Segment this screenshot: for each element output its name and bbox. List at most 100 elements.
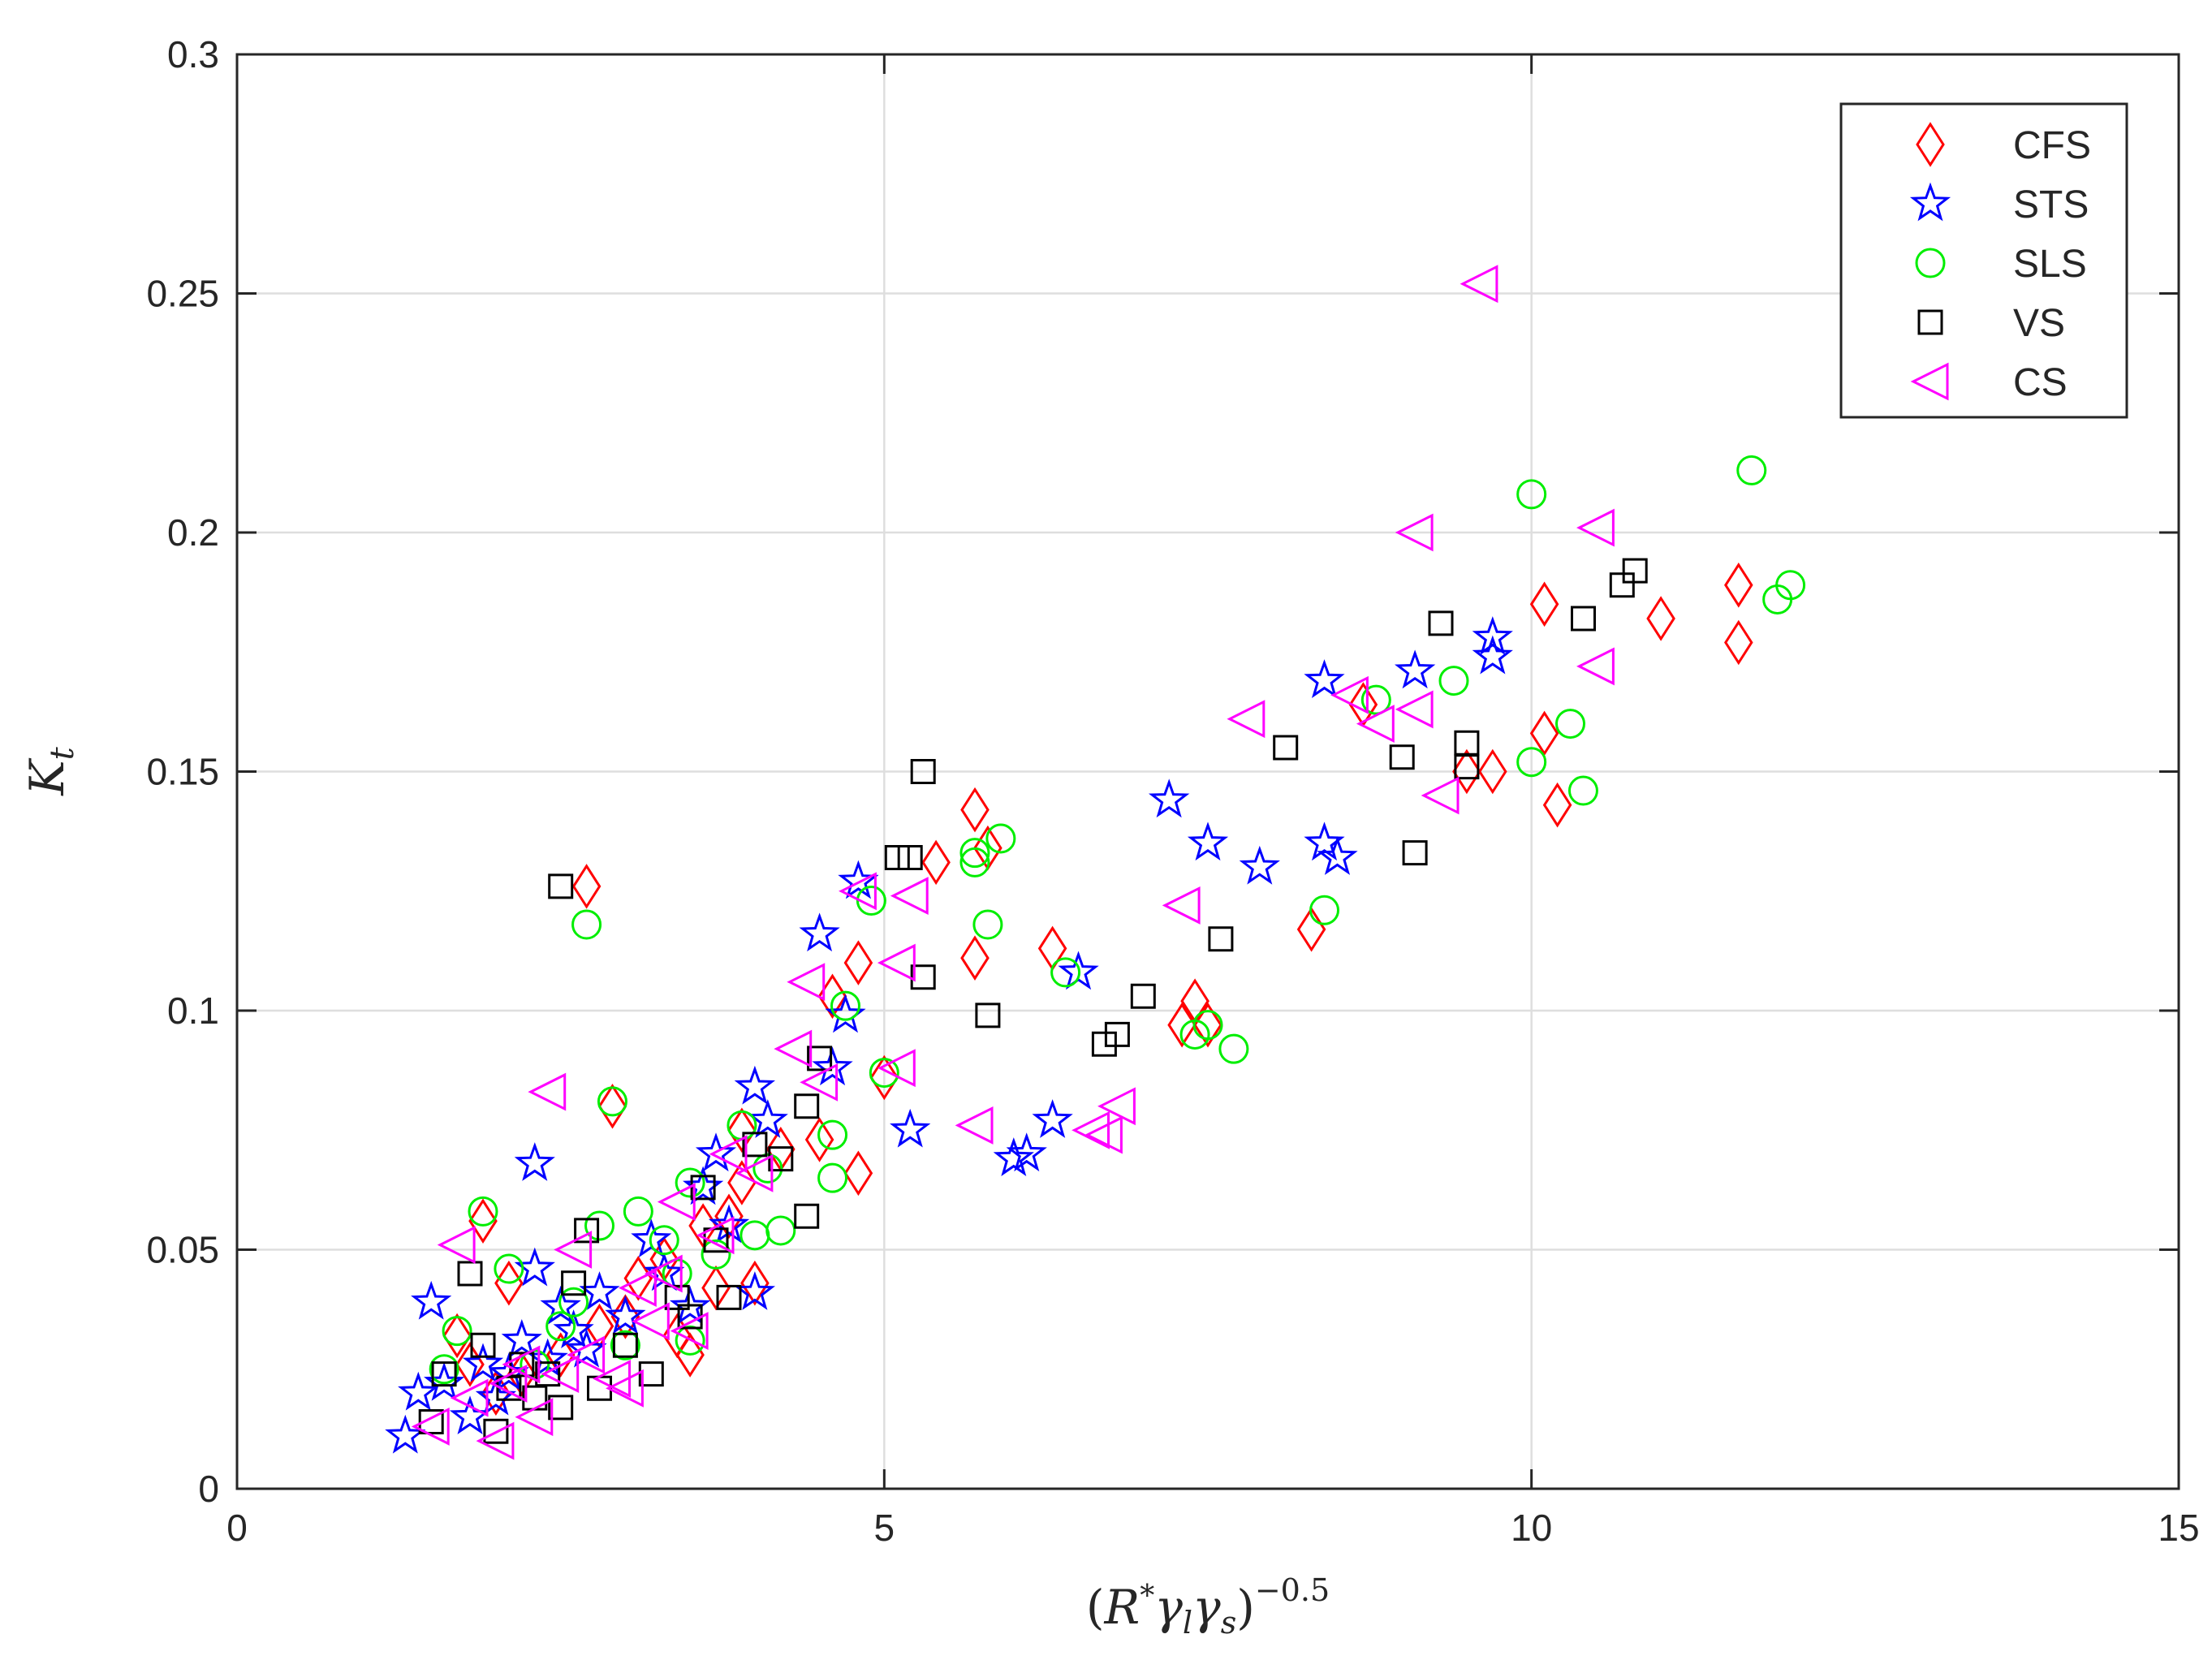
sts-point bbox=[993, 1137, 1034, 1176]
sls-point bbox=[830, 990, 860, 1021]
cs-point bbox=[606, 1369, 644, 1408]
vs-point bbox=[1571, 606, 1596, 632]
sts-point bbox=[579, 1271, 620, 1310]
sls-point bbox=[701, 1239, 731, 1270]
cs-point bbox=[877, 943, 916, 982]
sls-point bbox=[429, 1354, 459, 1385]
cs-point bbox=[1421, 776, 1460, 815]
cs-point bbox=[657, 1183, 696, 1222]
vs-point bbox=[1208, 926, 1234, 952]
cfs-point bbox=[727, 1160, 757, 1205]
legend-cs-label: CS bbox=[2013, 361, 2068, 404]
sts-point bbox=[1239, 845, 1280, 885]
sls-point bbox=[1775, 570, 1806, 601]
vs-point bbox=[470, 1332, 496, 1358]
sls-point bbox=[1192, 1010, 1223, 1041]
cs-point bbox=[541, 1355, 580, 1394]
vs-point bbox=[1428, 610, 1454, 636]
sts-point bbox=[605, 1295, 646, 1335]
vs-point bbox=[1104, 1021, 1130, 1047]
y-tick-labels: 0 0.05 0.1 0.15 0.2 0.25 0.3 bbox=[146, 33, 219, 1510]
legend-cfs-label: CFS bbox=[2013, 124, 2091, 167]
cfs-point bbox=[921, 839, 951, 886]
vs-point bbox=[794, 1093, 820, 1119]
sls-point bbox=[442, 1316, 472, 1347]
sls-point bbox=[558, 1287, 589, 1317]
sts-point bbox=[890, 1108, 931, 1148]
sts-point bbox=[734, 1271, 776, 1310]
vs-point bbox=[548, 1395, 574, 1421]
sls-point bbox=[597, 1086, 627, 1117]
sts-point bbox=[695, 1132, 737, 1172]
vs-point bbox=[1091, 1031, 1117, 1057]
series-sts bbox=[385, 616, 1513, 1454]
sts-point bbox=[514, 1142, 555, 1181]
cs-point bbox=[644, 1254, 683, 1293]
sts-point bbox=[411, 1280, 452, 1320]
y-tick-label: 0.2 bbox=[167, 511, 219, 554]
vs-point bbox=[703, 1227, 729, 1253]
sts-point bbox=[683, 1166, 724, 1205]
svg-text:Kt: Kt bbox=[19, 746, 81, 796]
cfs-point bbox=[1167, 1002, 1197, 1048]
sls-point bbox=[1218, 1033, 1249, 1064]
sls-point bbox=[1555, 709, 1586, 739]
sls-point bbox=[1516, 747, 1547, 778]
sts-point bbox=[1472, 635, 1513, 675]
cs-point bbox=[955, 1106, 994, 1145]
cfs-point bbox=[1724, 619, 1753, 666]
cfs-point bbox=[1646, 596, 1675, 641]
cfs-point bbox=[1193, 1002, 1222, 1048]
x-tick-labels: 0 5 10 15 bbox=[226, 1507, 2199, 1549]
legend-vs-label: VS bbox=[2013, 302, 2065, 345]
cs-point bbox=[735, 1153, 774, 1192]
cfs-point bbox=[1724, 563, 1753, 608]
vs-point bbox=[768, 1146, 794, 1172]
sls-point bbox=[545, 1311, 576, 1342]
sls-point bbox=[869, 1058, 899, 1089]
cs-point bbox=[1356, 705, 1395, 744]
sts-point bbox=[799, 912, 840, 952]
sls-point bbox=[985, 823, 1016, 854]
cs-point bbox=[554, 1231, 593, 1269]
sls-point bbox=[571, 909, 602, 940]
cs-point bbox=[800, 1063, 839, 1102]
cfs-point bbox=[960, 787, 990, 833]
sls-point bbox=[675, 1167, 705, 1198]
sls-point bbox=[623, 1196, 653, 1227]
cs-point bbox=[618, 1269, 657, 1308]
cfs-point bbox=[843, 1150, 873, 1197]
series-cs bbox=[411, 265, 1615, 1460]
cs-point bbox=[489, 1364, 528, 1403]
vs-point bbox=[1622, 558, 1648, 584]
vs-point bbox=[910, 759, 936, 784]
vs-point bbox=[638, 1361, 664, 1387]
x-tick-label: 5 bbox=[874, 1507, 895, 1549]
plot-frame bbox=[235, 53, 2180, 1490]
vs-point bbox=[1454, 754, 1480, 780]
x-tick-label: 10 bbox=[1511, 1507, 1552, 1549]
sts-point bbox=[1148, 778, 1190, 818]
sls-point bbox=[959, 838, 990, 869]
vs-point bbox=[690, 1175, 716, 1201]
legend-vs-marker bbox=[1917, 309, 1943, 335]
sts-point bbox=[398, 1371, 439, 1411]
cfs-point bbox=[494, 1260, 524, 1306]
vs-point bbox=[483, 1418, 509, 1444]
sts-point bbox=[1006, 1132, 1047, 1172]
y-tick-label: 0 bbox=[198, 1468, 219, 1510]
sts-point bbox=[747, 1099, 788, 1138]
sls-point bbox=[765, 1215, 796, 1246]
vs-point bbox=[677, 1304, 703, 1330]
sts-point bbox=[1032, 1099, 1073, 1138]
cs-point bbox=[774, 1029, 813, 1068]
vs-point bbox=[561, 1270, 587, 1296]
cs-point bbox=[1395, 513, 1434, 552]
vs-point bbox=[716, 1284, 742, 1310]
vs-point bbox=[1273, 735, 1299, 761]
sls-point bbox=[1438, 666, 1469, 696]
cfs-point bbox=[1529, 710, 1559, 757]
sts-point bbox=[1472, 616, 1513, 656]
sls-point bbox=[1567, 775, 1598, 806]
sls-point bbox=[972, 909, 1003, 940]
